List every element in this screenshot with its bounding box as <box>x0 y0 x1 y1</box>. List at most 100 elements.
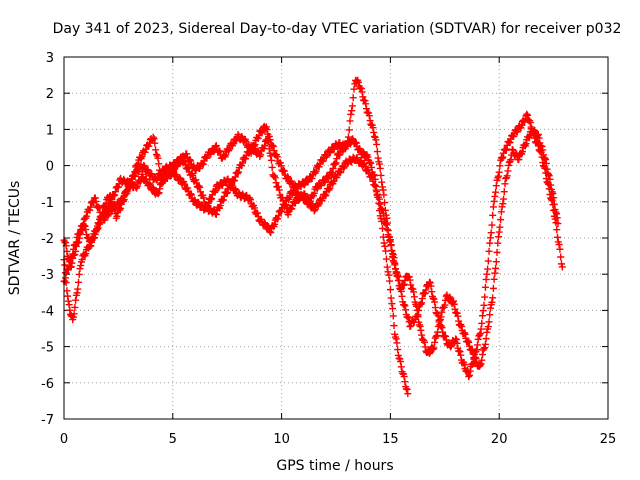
data-point <box>494 239 502 247</box>
data-point <box>227 181 235 189</box>
data-point <box>83 212 91 220</box>
data-point <box>61 274 69 282</box>
data-point <box>426 279 434 287</box>
data-point <box>406 276 414 284</box>
data-point <box>269 222 277 230</box>
data-point <box>369 124 377 132</box>
data-point <box>415 321 423 329</box>
data-point <box>69 313 77 321</box>
data-point <box>354 78 362 86</box>
data-point <box>451 305 459 313</box>
data-point <box>383 219 391 227</box>
data-point <box>285 193 293 201</box>
axis-ticks: 0 5 10 15 20 25 -7 -6 -5 -4 -3 -2 -1 0 1 2 3 <box>41 51 616 447</box>
data-point <box>377 171 385 179</box>
data-point <box>373 140 381 148</box>
data-point <box>413 302 421 310</box>
data-point <box>330 177 338 185</box>
data-point <box>195 182 203 190</box>
data-point <box>480 301 488 309</box>
data-point <box>382 221 390 229</box>
data-point <box>377 205 385 213</box>
data-point <box>208 195 216 203</box>
data-point <box>310 207 318 215</box>
data-point <box>155 160 163 168</box>
data-point <box>452 336 460 344</box>
data-point <box>504 167 512 175</box>
data-point <box>393 339 401 347</box>
data-point <box>526 119 534 127</box>
data-point <box>80 251 88 259</box>
data-point <box>461 330 469 338</box>
data-point <box>216 202 224 210</box>
data-point <box>494 172 502 180</box>
data-point <box>379 186 387 194</box>
data-point <box>241 136 249 144</box>
data-point <box>474 335 482 343</box>
data-point <box>484 265 492 273</box>
data-point <box>434 328 442 336</box>
data-point <box>432 333 440 341</box>
data-point <box>464 337 472 345</box>
data-point <box>486 239 494 247</box>
data-point <box>556 245 564 253</box>
data-point <box>522 140 530 148</box>
data-point <box>82 230 90 238</box>
data-point <box>487 229 495 237</box>
data-point <box>378 178 386 186</box>
data-point <box>189 171 197 179</box>
data-point <box>438 324 446 332</box>
data-point <box>389 257 397 265</box>
data-point <box>404 313 412 321</box>
data-point <box>366 117 374 125</box>
data-point <box>370 128 378 136</box>
data-point <box>95 220 103 228</box>
data-point <box>428 288 436 296</box>
data-point <box>389 312 397 320</box>
data-point <box>220 152 228 160</box>
data-point <box>93 225 101 233</box>
data-point <box>491 192 499 200</box>
data-point <box>140 161 148 169</box>
data-point <box>274 183 282 191</box>
data-point <box>378 224 386 232</box>
data-point <box>426 278 434 286</box>
data-point <box>311 206 319 214</box>
data-point <box>263 126 271 134</box>
data-point <box>552 208 560 216</box>
data-point <box>460 361 468 369</box>
data-point <box>382 211 390 219</box>
data-point <box>242 155 250 163</box>
data-point <box>509 146 517 154</box>
data-point <box>386 236 394 244</box>
data-point <box>486 234 494 242</box>
data-point <box>63 287 71 295</box>
data-point <box>429 345 437 353</box>
data-point <box>219 196 227 204</box>
data-point <box>495 228 503 236</box>
data-point <box>481 283 489 291</box>
data-point <box>558 260 566 268</box>
data-point <box>390 322 398 330</box>
data-point <box>387 294 395 302</box>
data-point <box>413 306 421 314</box>
data-point <box>362 105 370 113</box>
data-point <box>382 247 390 255</box>
data-point <box>110 204 118 212</box>
data-point <box>442 332 450 340</box>
data-point <box>479 312 487 320</box>
data-point <box>387 241 395 249</box>
data-point <box>124 186 132 194</box>
data-point <box>269 142 277 150</box>
data-point <box>391 265 399 273</box>
data-point <box>150 135 158 143</box>
data-point <box>82 226 90 234</box>
data-point <box>407 322 415 330</box>
data-point <box>74 285 82 293</box>
data-point <box>76 265 84 273</box>
data-point <box>545 171 553 179</box>
data-point <box>372 186 380 194</box>
data-point <box>482 335 490 343</box>
data-point <box>273 153 281 161</box>
data-point <box>63 247 71 255</box>
